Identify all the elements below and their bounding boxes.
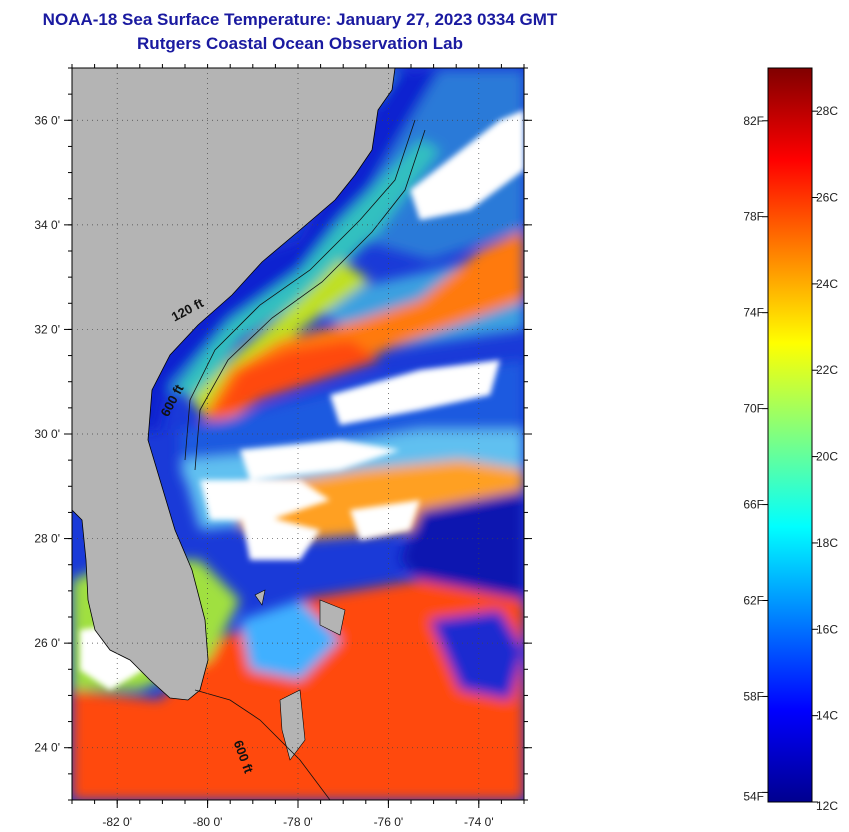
celsius-label: 14C (816, 709, 838, 723)
fahrenheit-label: 54F (743, 789, 764, 803)
bahamas-islands (254, 589, 346, 761)
lat-tick-label: 24 0' (34, 741, 60, 755)
land-mass (72, 68, 396, 701)
fahrenheit-label: 78F (743, 210, 764, 224)
graticule (72, 68, 524, 800)
celsius-label: 28C (816, 104, 838, 118)
fahrenheit-label: 70F (743, 402, 764, 416)
depth-contours (184, 119, 426, 800)
lon-tick-label: -74 0' (464, 815, 494, 829)
lat-tick-label: 28 0' (34, 532, 60, 546)
temperature-colorbar (767, 67, 813, 803)
map-title: NOAA-18 Sea Surface Temperature: January… (42, 10, 558, 29)
fahrenheit-label: 66F (743, 498, 764, 512)
lat-tick-label: 34 0' (34, 218, 60, 232)
fahrenheit-label: 62F (743, 594, 764, 608)
axis-ticks: -82 0' -80 0' -78 0' -76 0' -74 0' 36 0' 34 0'… (34, 64, 532, 829)
map-subtitle: Rutgers Coastal Ocean Observation Lab (137, 34, 463, 53)
lon-tick-label: -80 0' (193, 815, 223, 829)
celsius-label: 26C (816, 191, 838, 205)
celsius-label: 18C (816, 536, 838, 550)
lat-tick-label: 32 0' (34, 322, 60, 336)
fahrenheit-label: 58F (743, 689, 764, 703)
celsius-label: 22C (816, 363, 838, 377)
lon-tick-label: -76 0' (374, 815, 404, 829)
celsius-label: 12C (816, 799, 838, 813)
lat-tick-label: 30 0' (34, 427, 60, 441)
colorbar-labels: 82F 78F 74F 70F 66F 62F 58F 54F 28C 26C 24C 22C 20C 1… (743, 104, 838, 813)
cloud-cover (80, 110, 524, 690)
fahrenheit-label: 74F (743, 306, 764, 320)
lat-tick-label: 36 0' (34, 113, 60, 127)
celsius-label: 20C (816, 450, 838, 464)
celsius-label: 24C (816, 277, 838, 291)
lon-tick-label: -78 0' (283, 815, 313, 829)
lat-tick-label: 26 0' (34, 636, 60, 650)
celsius-label: 16C (816, 622, 838, 636)
fahrenheit-label: 82F (743, 114, 764, 128)
lon-tick-label: -82 0' (102, 815, 132, 829)
